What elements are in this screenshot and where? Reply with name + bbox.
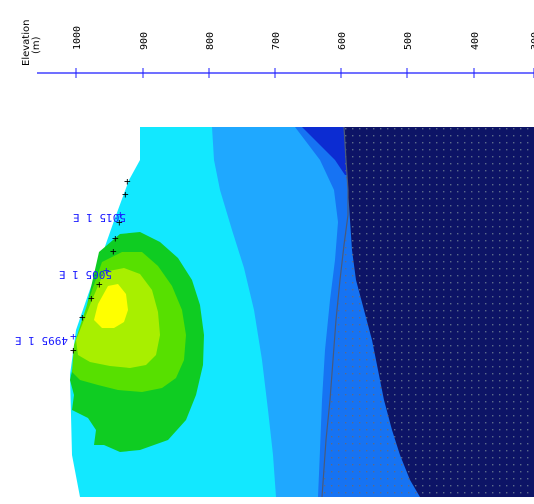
- station-label-group: 5015 1 E: [73, 211, 126, 224]
- axis-tick-label: 1000: [72, 26, 83, 50]
- axis-title-line2: (m): [31, 36, 42, 54]
- axis-tick-label: 700: [271, 32, 282, 50]
- cross-marker: +: [70, 344, 77, 357]
- axis-tick-label-group: 400: [470, 32, 481, 50]
- axis-unit: (m): [31, 36, 42, 54]
- axis-tick-label: 600: [337, 32, 348, 50]
- axis-tick-label: 300: [530, 32, 534, 50]
- axis-tick-label-group: 600: [337, 32, 348, 50]
- cross-marker: +: [122, 188, 129, 201]
- station-marker-plus: +: [70, 330, 77, 343]
- borehole-markers: + + + + + + + + +: [70, 175, 131, 357]
- axis-tick-label: 500: [403, 32, 414, 50]
- dotted-overlay-zone: [322, 127, 534, 497]
- contour-fill-layers: [70, 126, 534, 498]
- station-label-group: 5005 1 E: [59, 268, 112, 281]
- station-label: 5015 1 E: [73, 211, 126, 224]
- station-marker-plus: +: [103, 264, 110, 277]
- axis-tick-label-group: 800: [205, 32, 216, 50]
- station-label: 4995 1 E: [15, 334, 68, 347]
- station-label-group: 4995 1 E: [15, 334, 68, 347]
- cross-marker: +: [124, 175, 131, 188]
- axis-tick-label-group: 500: [403, 32, 414, 50]
- axis-tick-label: 400: [470, 32, 481, 50]
- contour-yellow-core: [94, 284, 128, 328]
- cross-marker: +: [96, 278, 103, 291]
- axis-title: Elevation: [21, 20, 32, 66]
- station-marker-plus: +: [117, 208, 124, 221]
- axis-tick-label-group: 300: [530, 32, 534, 50]
- axis-tick-label-group: 900: [139, 32, 150, 50]
- cross-marker: +: [88, 292, 95, 305]
- station-label: 5005 1 E: [59, 268, 112, 281]
- axis-title-line1: Elevation: [21, 20, 32, 66]
- cross-marker: +: [79, 311, 86, 324]
- cross-marker: +: [116, 216, 123, 229]
- axis-ticks: 1000 900 800 700 600 500 400 300: [72, 26, 534, 78]
- cross-marker: +: [112, 232, 119, 245]
- axis-tick-label: 800: [205, 32, 216, 50]
- elevation-axis: 1000 900 800 700 600 500 400 300: [37, 26, 534, 78]
- axis-tick-label-group: 700: [271, 32, 282, 50]
- axis-tick-label-group: 1000: [72, 26, 83, 50]
- boundary-line: [321, 126, 349, 498]
- cross-marker: +: [110, 245, 117, 258]
- station-labels: 5015 1 E + 5005 1 E + 4995 1 E +: [15, 208, 126, 347]
- axis-tick-label: 900: [139, 32, 150, 50]
